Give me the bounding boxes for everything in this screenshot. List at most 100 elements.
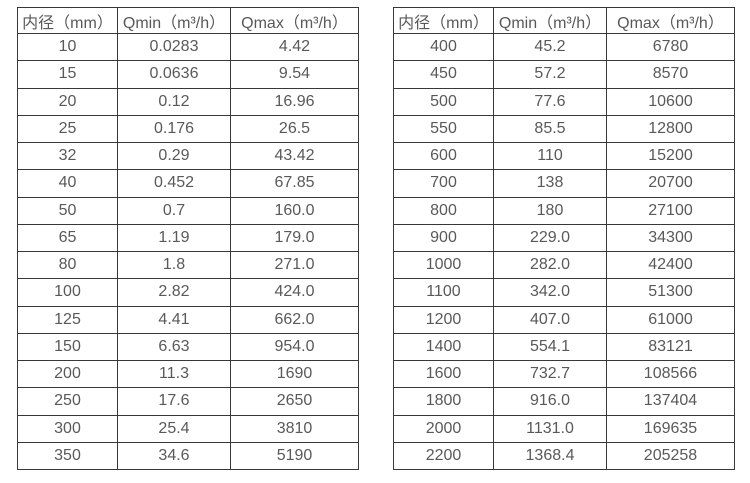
table-cell: 554.1	[493, 332, 607, 362]
table-body: 400 45.2 6780 450 57.2 8570 500 77.6 10600 550 85.…	[393, 32, 735, 471]
table-cell: 1400	[393, 332, 494, 362]
table-cell: 2.82	[117, 278, 231, 307]
table-cell: 450	[393, 60, 494, 89]
table-cell: 205258	[606, 441, 735, 471]
table-cell: 600	[393, 141, 494, 171]
table-cell: 40	[17, 169, 118, 198]
table-row: 65 1.19 179.0	[17, 223, 359, 253]
table-cell: 9.54	[230, 60, 359, 89]
table-cell: 1600	[393, 359, 494, 389]
table-cell: 25.4	[117, 414, 231, 443]
table-row: 700 138 20700	[393, 169, 735, 198]
table-cell: 500	[393, 87, 494, 116]
table-cell: 125	[17, 305, 118, 334]
table-cell: 300	[17, 414, 118, 443]
table-cell: 11.3	[117, 359, 231, 389]
table-cell: 42400	[606, 250, 735, 280]
table-cell: 6.63	[117, 332, 231, 362]
table-row: 600 110 15200	[393, 141, 735, 171]
table-row: 200 11.3 1690	[17, 359, 359, 389]
table-cell: 20700	[606, 169, 735, 198]
table-row: 40 0.452 67.85	[17, 169, 359, 198]
table-cell: 407.0	[493, 305, 607, 334]
table-cell: 137404	[606, 387, 735, 416]
table-row: 1400 554.1 83121	[393, 332, 735, 362]
table-cell: 4.41	[117, 305, 231, 334]
table-cell: 1.19	[117, 223, 231, 253]
table-header-row: 内径（mm） Qmin（m³/h） Qmax（m³/h）	[393, 7, 735, 34]
table-cell: 67.85	[230, 169, 359, 198]
table-cell: 34300	[606, 223, 735, 253]
table-row: 80 1.8 271.0	[17, 250, 359, 280]
table-cell: 1368.4	[493, 441, 607, 471]
table-cell: 954.0	[230, 332, 359, 362]
table-cell: 342.0	[493, 278, 607, 307]
table-row: 25 0.176 26.5	[17, 114, 359, 144]
table-row: 450 57.2 8570	[393, 60, 735, 89]
table-cell: 229.0	[493, 223, 607, 253]
table-row: 500 77.6 10600	[393, 87, 735, 116]
table-cell: 424.0	[230, 278, 359, 307]
table-cell: 12800	[606, 114, 735, 144]
table-cell: 2650	[230, 387, 359, 416]
table-cell: 169635	[606, 414, 735, 443]
table-cell: 85.5	[493, 114, 607, 144]
column-header-inner-diameter: 内径（mm）	[17, 7, 118, 34]
table-row: 1200 407.0 61000	[393, 305, 735, 334]
table-cell: 34.6	[117, 441, 231, 471]
table-cell: 1000	[393, 250, 494, 280]
table-row: 1000 282.0 42400	[393, 250, 735, 280]
table-row: 900 229.0 34300	[393, 223, 735, 253]
table-cell: 400	[393, 32, 494, 62]
table-cell: 57.2	[493, 60, 607, 89]
table-row: 250 17.6 2650	[17, 387, 359, 416]
table-cell: 27100	[606, 196, 735, 225]
table-row: 1600 732.7 108566	[393, 359, 735, 389]
table-cell: 350	[17, 441, 118, 471]
column-header-qmin: Qmin（m³/h）	[117, 7, 231, 34]
table-cell: 2000	[393, 414, 494, 443]
table-cell: 83121	[606, 332, 735, 362]
table-cell: 1131.0	[493, 414, 607, 443]
table-cell: 25	[17, 114, 118, 144]
table-row: 1100 342.0 51300	[393, 278, 735, 307]
table-row: 100 2.82 424.0	[17, 278, 359, 307]
column-header-inner-diameter: 内径（mm）	[393, 7, 494, 34]
table-cell: 65	[17, 223, 118, 253]
table-cell: 45.2	[493, 32, 607, 62]
table-cell: 0.176	[117, 114, 231, 144]
table-cell: 150	[17, 332, 118, 362]
table-row: 1800 916.0 137404	[393, 387, 735, 416]
table-cell: 282.0	[493, 250, 607, 280]
table-row: 2000 1131.0 169635	[393, 414, 735, 443]
table-cell: 179.0	[230, 223, 359, 253]
table-cell: 5190	[230, 441, 359, 471]
table-cell: 51300	[606, 278, 735, 307]
table-row: 15 0.0636 9.54	[17, 60, 359, 89]
table-row: 550 85.5 12800	[393, 114, 735, 144]
table-cell: 0.0636	[117, 60, 231, 89]
table-cell: 100	[17, 278, 118, 307]
table-row: 300 25.4 3810	[17, 414, 359, 443]
table-cell: 61000	[606, 305, 735, 334]
table-cell: 160.0	[230, 196, 359, 225]
table-cell: 2200	[393, 441, 494, 471]
table-row: 150 6.63 954.0	[17, 332, 359, 362]
table-cell: 32	[17, 141, 118, 171]
table-cell: 662.0	[230, 305, 359, 334]
table-cell: 26.5	[230, 114, 359, 144]
table-cell: 10600	[606, 87, 735, 116]
table-row: 32 0.29 43.42	[17, 141, 359, 171]
table-row: 50 0.7 160.0	[17, 196, 359, 225]
table-cell: 0.7	[117, 196, 231, 225]
table-cell: 43.42	[230, 141, 359, 171]
table-cell: 3810	[230, 414, 359, 443]
table-cell: 16.96	[230, 87, 359, 116]
table-cell: 138	[493, 169, 607, 198]
table-cell: 550	[393, 114, 494, 144]
table-row: 125 4.41 662.0	[17, 305, 359, 334]
table-cell: 15200	[606, 141, 735, 171]
table-row: 10 0.0283 4.42	[17, 32, 359, 62]
table-cell: 10	[17, 32, 118, 62]
flow-range-table-small-diameters: 内径（mm） Qmin（m³/h） Qmax（m³/h） 10 0.0283 4.4…	[17, 7, 359, 471]
